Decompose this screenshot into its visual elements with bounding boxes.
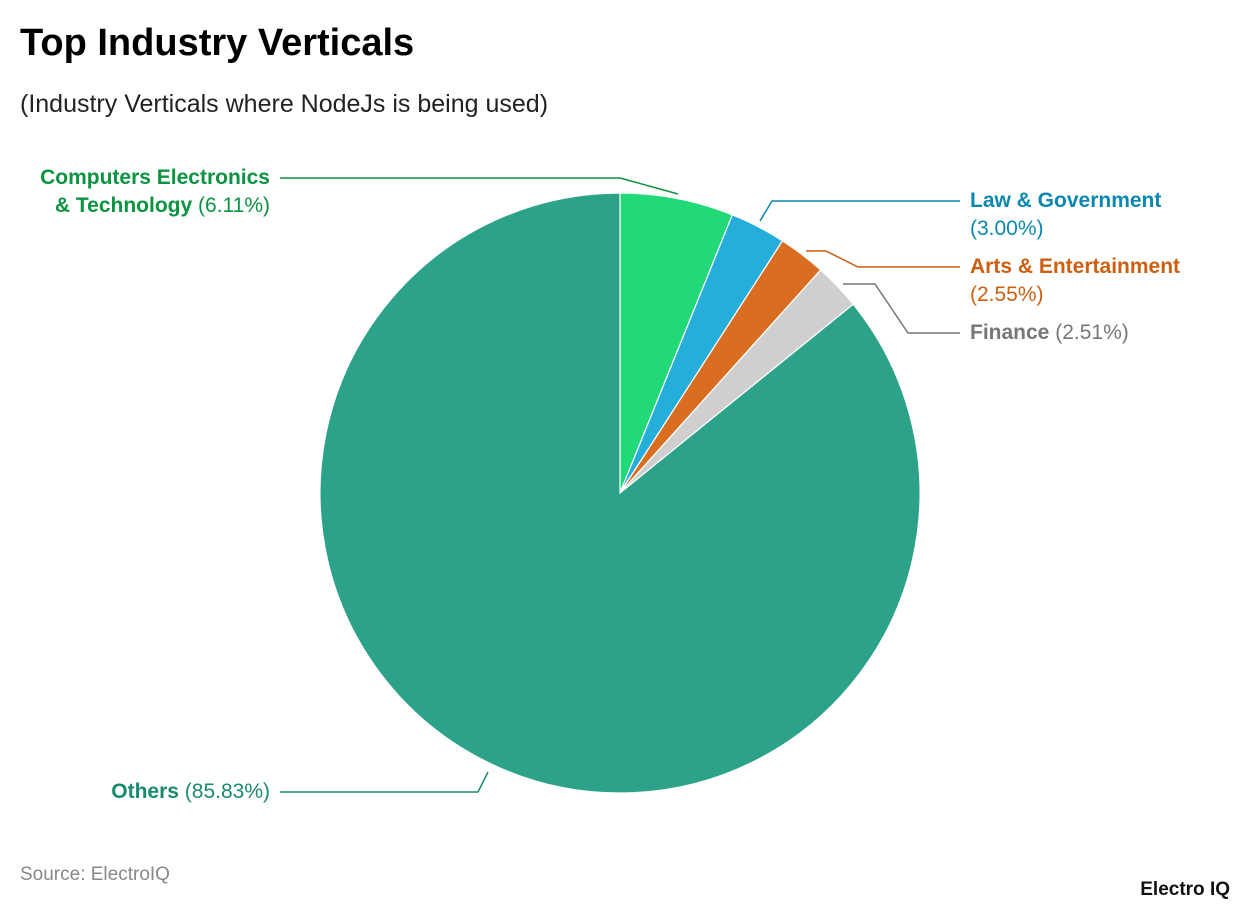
label-name: Others bbox=[111, 780, 179, 803]
chart-subtitle: (Industry Verticals where NodeJs is bein… bbox=[20, 90, 549, 118]
label-name: Law & Government bbox=[970, 189, 1162, 212]
label-name: Finance bbox=[970, 321, 1050, 344]
leader-line bbox=[280, 771, 489, 793]
label-computers-electronics: Computers Electronics & Technology (6.11… bbox=[40, 164, 270, 220]
label-arts-entertainment: Arts & Entertainment (2.55%) bbox=[970, 253, 1180, 309]
label-finance: Finance (2.51%) bbox=[970, 319, 1129, 347]
label-law-government: Law & Government (3.00%) bbox=[970, 187, 1161, 243]
label-name: Computers Electronics bbox=[40, 166, 270, 189]
leader-line bbox=[759, 200, 960, 222]
label-value: (2.55%) bbox=[970, 283, 1044, 306]
leader-line bbox=[806, 250, 960, 268]
label-name: & Technology bbox=[54, 194, 193, 217]
source-note: Source: ElectroIQ bbox=[20, 864, 170, 885]
label-value: (85.83%) bbox=[184, 780, 270, 803]
label-value: (6.11%) bbox=[198, 194, 270, 217]
chart-title: Top Industry Verticals bbox=[20, 22, 415, 64]
electroiq-logo: Electro IQ bbox=[1140, 879, 1230, 900]
leader-line bbox=[280, 177, 679, 195]
label-value: (3.00%) bbox=[970, 217, 1044, 240]
pie-slice-others bbox=[319, 192, 921, 794]
leader-line bbox=[843, 283, 960, 334]
label-name: Arts & Entertainment bbox=[970, 255, 1181, 278]
label-others: Others (85.83%) bbox=[111, 778, 270, 806]
label-value: (2.51%) bbox=[1055, 321, 1129, 344]
